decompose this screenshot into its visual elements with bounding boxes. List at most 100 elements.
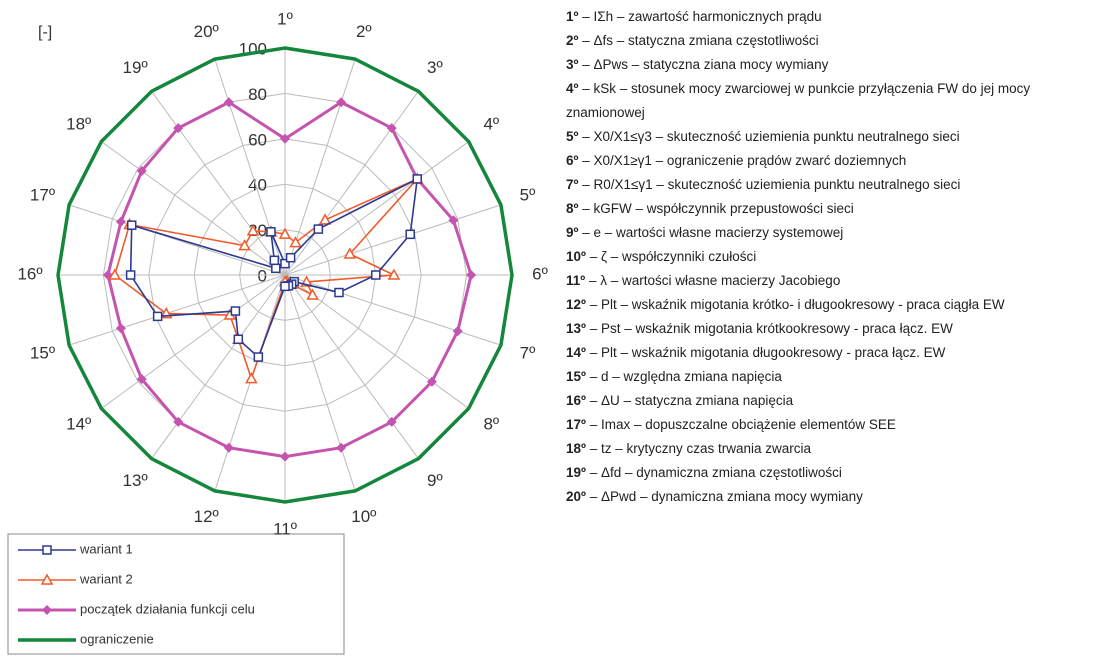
description-item: 2º – Δfs – statyczna zmiana częstotliwoś… bbox=[566, 29, 1101, 53]
marker bbox=[136, 165, 147, 176]
marker bbox=[452, 326, 463, 337]
marker bbox=[412, 174, 422, 184]
description-text: – Δfs – statyczna zmiana częstotliwości bbox=[582, 33, 819, 48]
spoke bbox=[284, 141, 469, 276]
description-number: 18º bbox=[566, 441, 586, 456]
marker bbox=[426, 376, 437, 387]
marker bbox=[271, 263, 281, 274]
description-number: 8º bbox=[566, 201, 579, 216]
description-number: 14º bbox=[566, 345, 586, 360]
description-text: – e – wartości własne macierzy systemowe… bbox=[582, 225, 844, 240]
description-item: 4º – kSk – stosunek mocy zwarciowej w pu… bbox=[566, 77, 1101, 125]
category-label: 2º bbox=[356, 22, 372, 41]
marker bbox=[306, 288, 319, 300]
marker bbox=[233, 334, 244, 345]
spoke bbox=[284, 274, 356, 492]
description-item: 14º – Plt – wskaźnik migotania długookre… bbox=[566, 341, 1101, 365]
description-number: 11º bbox=[566, 273, 586, 288]
category-label: 5º bbox=[520, 186, 536, 205]
description-text: – X0/X1≤γ3 – skuteczność uziemienia punk… bbox=[582, 129, 960, 144]
description-number: 5º bbox=[566, 129, 579, 144]
marker bbox=[173, 416, 184, 427]
category-label: 15º bbox=[30, 343, 55, 362]
marker bbox=[278, 227, 292, 239]
description-number: 20º bbox=[566, 489, 586, 504]
category-label: 8º bbox=[483, 414, 499, 433]
spoke bbox=[284, 274, 502, 346]
legend-marker bbox=[42, 605, 52, 615]
category-label: 14º bbox=[66, 414, 91, 433]
description-text: – ΔU – statyczna zmiana napięcia bbox=[589, 393, 794, 408]
description-item: 15º – d – względna zmiana napięcia bbox=[566, 365, 1101, 389]
category-label: 16º bbox=[17, 264, 42, 283]
y-tick-label: 40 bbox=[248, 176, 267, 195]
marker bbox=[448, 215, 459, 226]
category-label: 10º bbox=[351, 507, 376, 526]
marker bbox=[125, 270, 136, 280]
description-number: 15º bbox=[566, 369, 586, 384]
legend-marker bbox=[42, 545, 52, 555]
marker bbox=[238, 239, 251, 251]
category-label: 11º bbox=[273, 519, 297, 538]
category-label: 4º bbox=[483, 115, 499, 134]
marker bbox=[115, 323, 126, 334]
marker bbox=[253, 352, 264, 362]
spoke bbox=[68, 274, 286, 346]
marker bbox=[266, 227, 276, 237]
category-label: 3º bbox=[427, 58, 443, 77]
description-text: – ΔPws – statyczna ziana mocy wymiany bbox=[582, 57, 829, 72]
description-number: 1º bbox=[566, 9, 579, 24]
spoke bbox=[284, 274, 419, 459]
description-text: – tz – krytyczny czas trwania zwarcia bbox=[589, 441, 812, 456]
description-text: – R0/X1≤γ1 – skuteczność uziemienia punk… bbox=[582, 177, 961, 192]
description-item: 1º – IΣh – zawartość harmonicznych prądu bbox=[566, 5, 1101, 29]
marker bbox=[336, 442, 347, 453]
description-number: 3º bbox=[566, 57, 579, 72]
marker bbox=[152, 311, 163, 322]
description-item: 19º – Δfd – dynamiczna zmiana częstotliw… bbox=[566, 461, 1101, 485]
marker bbox=[115, 216, 126, 227]
legend-label: wariant 2 bbox=[79, 571, 133, 586]
y-axis-label: [-] bbox=[38, 24, 52, 41]
description-text: – Plt – wskaźnik migotania długookresowy… bbox=[589, 345, 946, 360]
marker bbox=[280, 133, 290, 144]
legend-label: początek działania funkcji celu bbox=[80, 601, 255, 616]
marker bbox=[334, 287, 344, 298]
description-number: 4º bbox=[566, 81, 579, 96]
description-text: – ζ – współczynniki czułości bbox=[589, 249, 757, 264]
spoke bbox=[151, 91, 286, 276]
marker bbox=[230, 306, 241, 316]
description-item: 12º – Plt – wskaźnik migotania krótko- i… bbox=[566, 293, 1101, 317]
description-number: 7º bbox=[566, 177, 579, 192]
description-item: 10º – ζ – współczynniki czułości bbox=[566, 245, 1101, 269]
description-number: 19º bbox=[566, 465, 586, 480]
category-descriptions: 1º – IΣh – zawartość harmonicznych prądu… bbox=[566, 5, 1101, 509]
description-number: 2º bbox=[566, 33, 579, 48]
y-tick-label: 60 bbox=[248, 130, 267, 149]
description-number: 17º bbox=[566, 417, 586, 432]
category-label: 17º bbox=[30, 186, 55, 205]
spoke bbox=[101, 141, 286, 276]
spoke bbox=[151, 274, 286, 459]
description-item: 16º – ΔU – statyczna zmiana napięcia bbox=[566, 389, 1101, 413]
description-item: 11º – λ – wartości własne macierzy Jacob… bbox=[566, 269, 1101, 293]
description-number: 9º bbox=[566, 225, 579, 240]
marker bbox=[405, 229, 415, 240]
marker bbox=[285, 252, 296, 263]
marker bbox=[343, 247, 357, 259]
marker bbox=[386, 416, 397, 427]
description-number: 6º bbox=[566, 153, 579, 168]
description-text: – kSk – stosunek mocy zwarciowej w punkc… bbox=[566, 81, 1031, 120]
legend-marker bbox=[40, 573, 54, 585]
marker bbox=[280, 451, 290, 462]
description-text: – λ – wartości własne macierzy Jacobiego bbox=[588, 273, 841, 288]
description-item: 3º – ΔPws – statyczna ziana mocy wymiany bbox=[566, 53, 1101, 77]
description-item: 5º – X0/X1≤γ3 – skuteczność uziemienia p… bbox=[566, 125, 1101, 149]
spoke bbox=[284, 204, 502, 276]
marker bbox=[313, 224, 324, 234]
description-item: 20º – ΔPwd – dynamiczna zmiana mocy wymi… bbox=[566, 485, 1101, 509]
description-text: – X0/X1≥γ1 – ograniczenie prądów zwarć d… bbox=[582, 153, 907, 168]
y-tick-label: 0 bbox=[258, 266, 267, 285]
description-item: 6º – X0/X1≥γ1 – ograniczenie prądów zwar… bbox=[566, 149, 1101, 173]
